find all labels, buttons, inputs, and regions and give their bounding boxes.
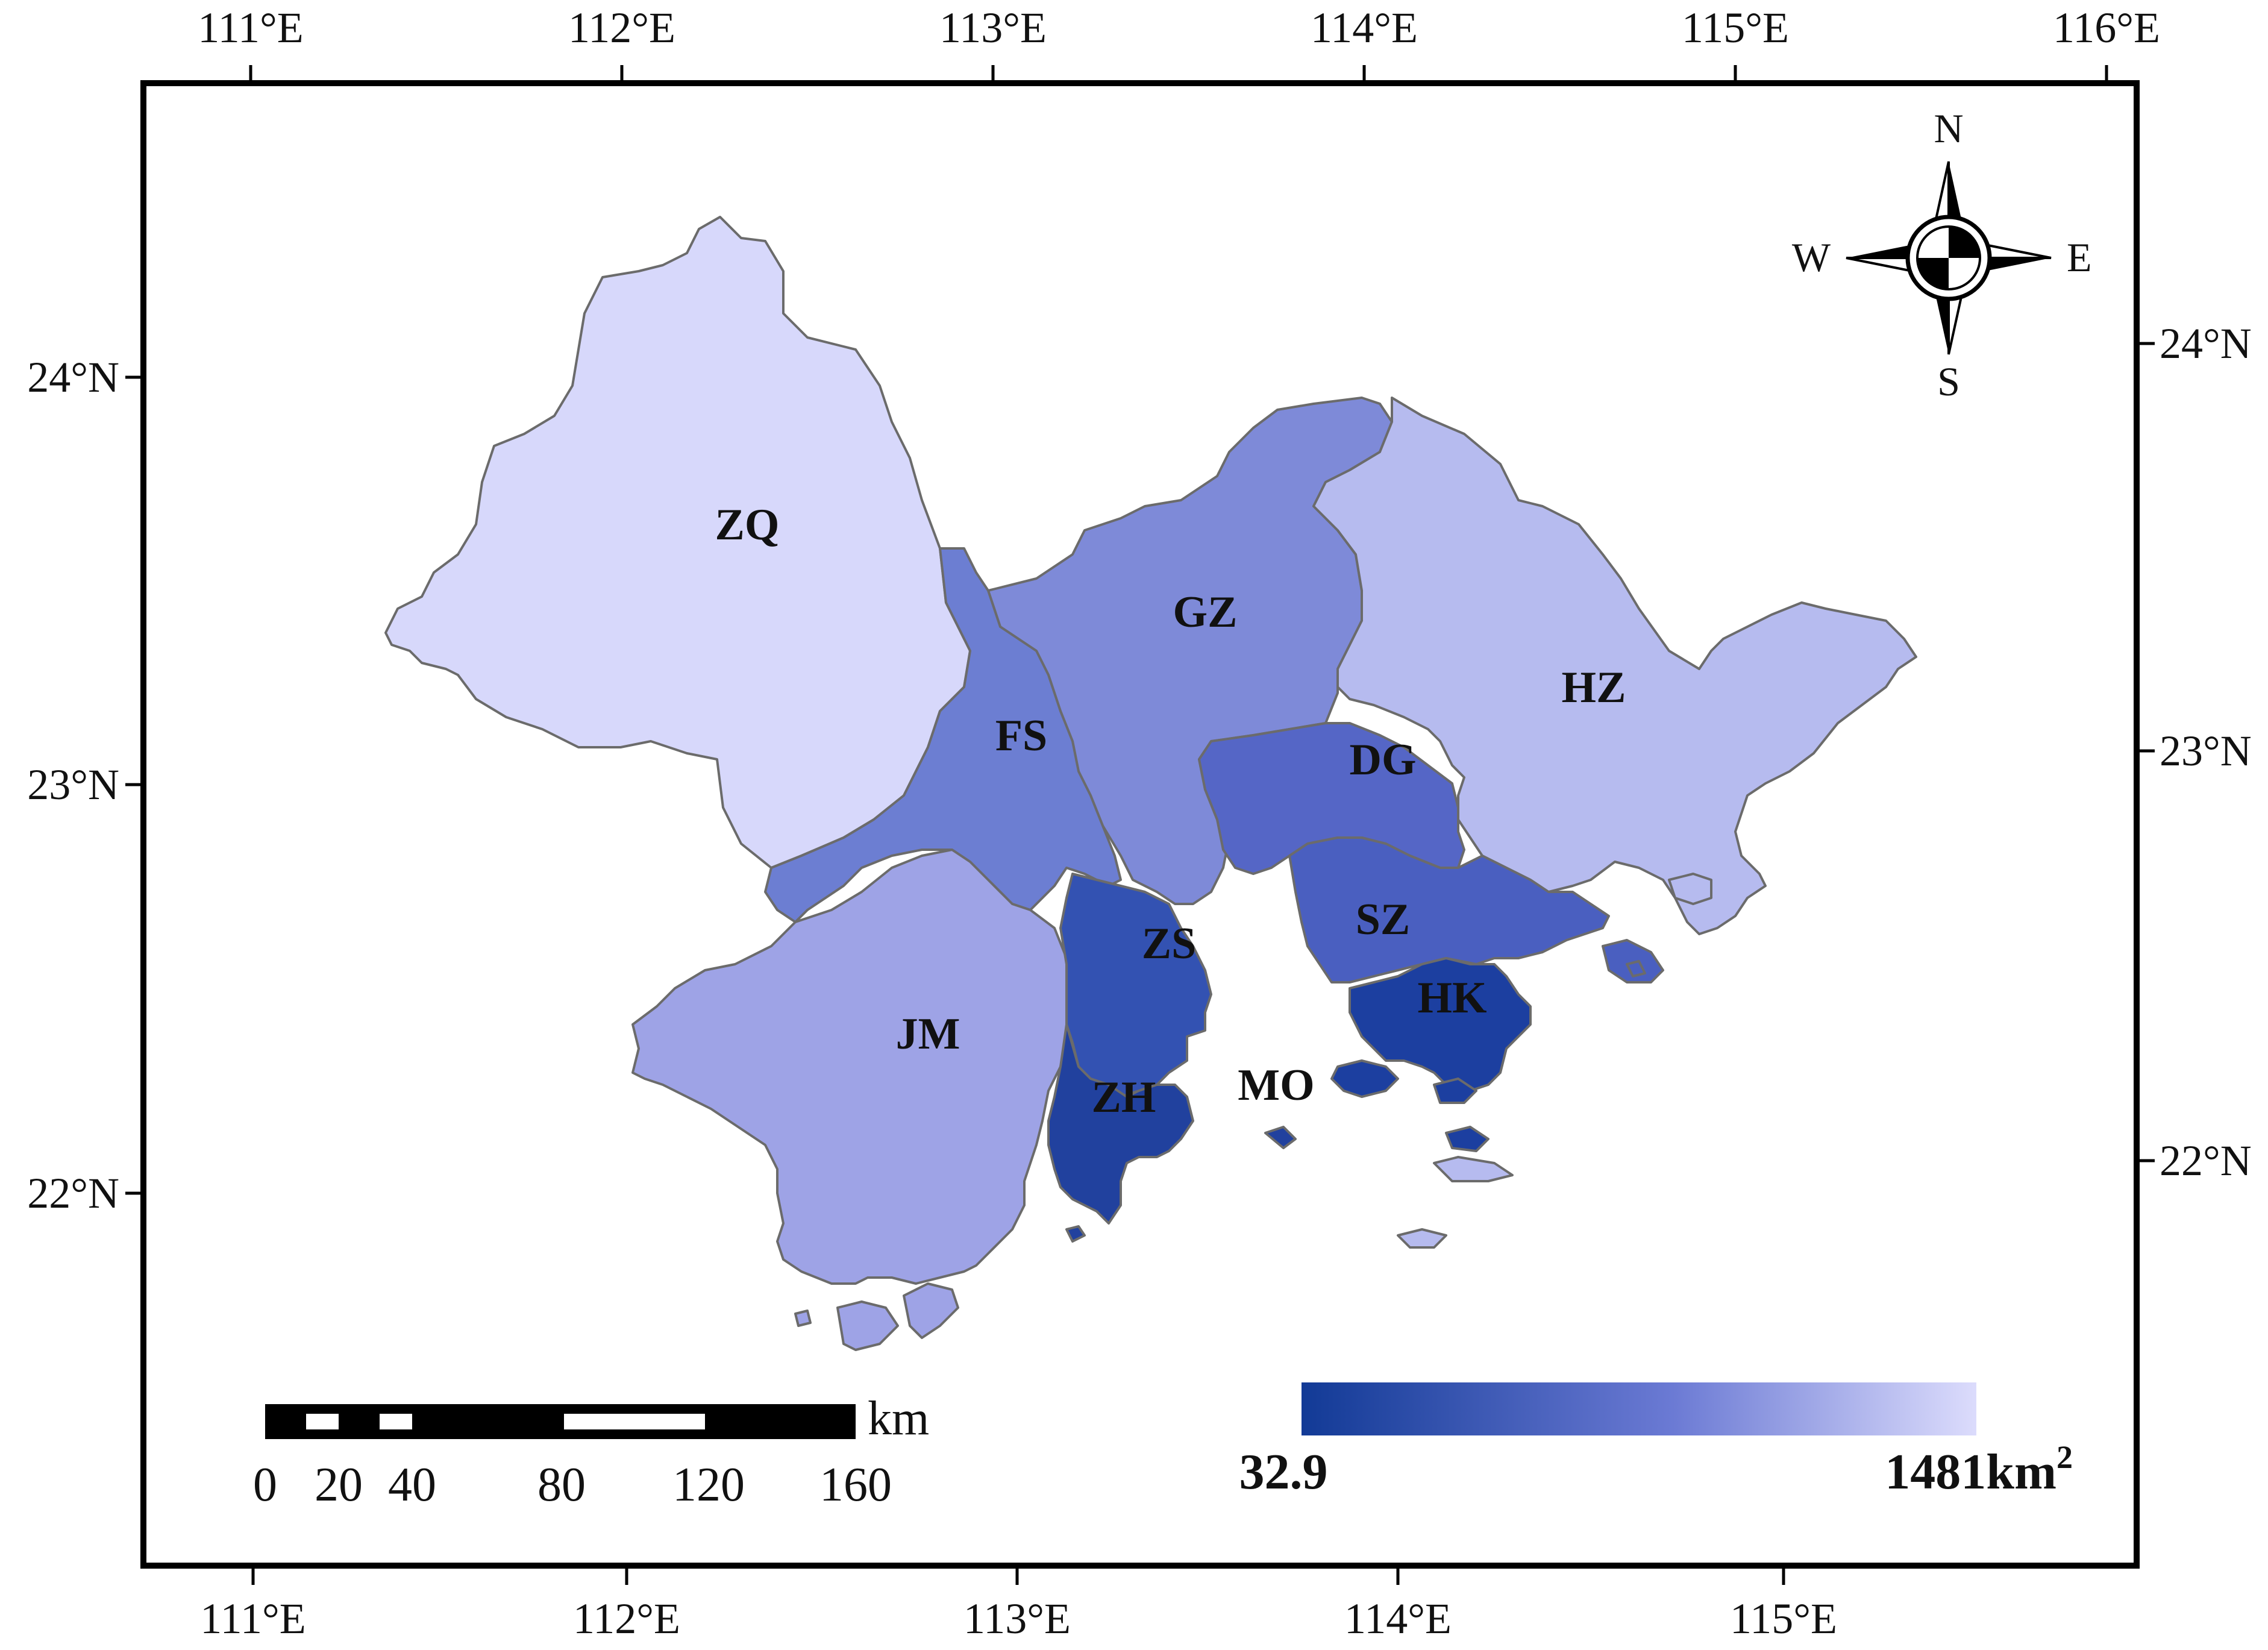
- top-lon-label-112: 112°E: [568, 4, 675, 52]
- compass-w-label: W: [1792, 234, 1831, 280]
- legend-max-superscript: 2: [2057, 1439, 2073, 1475]
- right-lat-label-22: 22°N: [2160, 1137, 2252, 1185]
- compass-n-label: N: [1934, 105, 1963, 151]
- top-lon-label-111: 111°E: [198, 4, 303, 52]
- label-dg: DG: [1350, 735, 1417, 785]
- island: [1433, 1078, 1477, 1104]
- north-arrow: N S E W: [1792, 105, 2092, 404]
- top-lon-label-116: 116°E: [2053, 4, 2160, 52]
- scale-label-20: 20: [315, 1458, 363, 1511]
- scale-label-80: 80: [537, 1458, 586, 1511]
- bottom-lon-label-113: 113°E: [963, 1595, 1071, 1643]
- scale-unit: km: [868, 1392, 929, 1445]
- left-latitude-axis: 24°N 23°N 22°N: [27, 353, 143, 1217]
- top-longitude-axis: 111°E 112°E 113°E 114°E 115°E 116°E: [198, 4, 2160, 83]
- legend-max-value: 1481km: [1885, 1444, 2057, 1500]
- top-lon-label-115: 115°E: [1682, 4, 1789, 52]
- label-sz: SZ: [1356, 895, 1411, 944]
- bottom-lon-label-114: 114°E: [1344, 1595, 1452, 1643]
- island: [903, 1282, 959, 1339]
- island: [1065, 1225, 1086, 1243]
- island: [836, 1300, 899, 1351]
- label-zq: ZQ: [715, 500, 780, 550]
- scale-label-160: 160: [819, 1458, 892, 1511]
- label-mo: MO: [1238, 1061, 1314, 1110]
- island: [1445, 1126, 1490, 1152]
- scale-label-0: 0: [253, 1458, 277, 1511]
- region-zq: [384, 216, 971, 869]
- island: [794, 1310, 812, 1327]
- right-lat-label-23: 23°N: [2160, 727, 2252, 775]
- region-zh: [1047, 1023, 1194, 1225]
- right-latitude-axis: 24°N 23°N 22°N: [2137, 319, 2252, 1185]
- left-lat-label-24: 24°N: [27, 353, 119, 401]
- bottom-longitude-axis: 111°E 112°E 113°E 114°E 115°E: [200, 1566, 1837, 1643]
- regions: [384, 216, 1917, 1351]
- label-fs: FS: [995, 711, 1047, 761]
- label-zh: ZH: [1092, 1073, 1156, 1122]
- top-lon-label-114: 114°E: [1311, 4, 1418, 52]
- scale-label-40: 40: [388, 1458, 436, 1511]
- label-hz: HZ: [1562, 663, 1626, 712]
- legend-max-label: 1481km2: [1885, 1439, 2073, 1500]
- city-labels: ZQ GZ HZ FS DG JM ZS SZ HK ZH MO: [715, 500, 1626, 1122]
- scale-bar: km 0 20 40 80 120 160: [253, 1392, 929, 1511]
- left-lat-label-23: 23°N: [27, 761, 119, 809]
- region-hk-lantau: [1330, 1059, 1399, 1098]
- scale-label-120: 120: [672, 1458, 745, 1511]
- compass-s-label: S: [1937, 359, 1960, 404]
- region-sz: [1288, 836, 1610, 983]
- compass-e-label: E: [2067, 234, 2092, 280]
- island: [1397, 1228, 1447, 1249]
- region-jm: [631, 849, 1068, 1285]
- island: [1264, 1126, 1297, 1149]
- region-sz-east: [1602, 939, 1664, 983]
- left-lat-label-22: 22°N: [27, 1169, 119, 1217]
- legend-gradient-bar: [1302, 1382, 1976, 1435]
- compass-star-icon: [1846, 161, 2052, 355]
- color-legend: 32.9 1481km2: [1239, 1382, 2073, 1500]
- scale-bar-segment: [306, 1414, 339, 1429]
- top-lon-label-113: 113°E: [939, 4, 1047, 52]
- region-hz: [1312, 397, 1917, 935]
- legend-min-label: 32.9: [1239, 1444, 1328, 1500]
- region-hk: [1349, 957, 1532, 1092]
- region-zs: [1059, 873, 1212, 1098]
- island: [1626, 960, 1646, 977]
- bottom-lon-label-111: 111°E: [200, 1595, 305, 1643]
- scale-bar-segment: [380, 1414, 412, 1429]
- island: [1433, 1156, 1514, 1182]
- scale-bar-segment: [564, 1414, 705, 1429]
- right-lat-label-24: 24°N: [2160, 319, 2252, 368]
- label-gz: GZ: [1173, 588, 1238, 637]
- label-hk: HK: [1417, 973, 1486, 1023]
- island: [1668, 873, 1712, 905]
- label-zs: ZS: [1142, 919, 1197, 968]
- bottom-lon-label-112: 112°E: [573, 1595, 680, 1643]
- bottom-lon-label-115: 115°E: [1730, 1595, 1837, 1643]
- label-jm: JM: [896, 1009, 960, 1059]
